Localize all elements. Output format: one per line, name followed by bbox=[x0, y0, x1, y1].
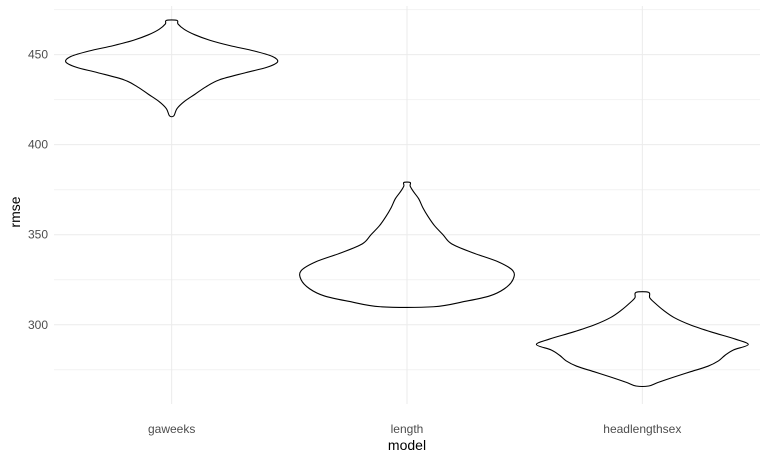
y-axis-title: rmse bbox=[7, 196, 23, 227]
y-tick-label: 300 bbox=[28, 318, 48, 332]
grid-lines bbox=[54, 6, 760, 404]
violin-headlengthsex bbox=[535, 291, 749, 387]
violins-group bbox=[65, 19, 749, 387]
y-tick-label: 350 bbox=[28, 228, 48, 242]
violin-length bbox=[299, 181, 515, 308]
y-tick-label: 450 bbox=[28, 48, 48, 62]
x-axis-title: model bbox=[388, 437, 426, 453]
violin-gaweeks bbox=[65, 19, 279, 118]
x-tick-label: length bbox=[391, 422, 424, 436]
y-tick-label: 400 bbox=[28, 138, 48, 152]
x-tick-label: headlengthsex bbox=[603, 422, 681, 436]
x-axis-tick-labels: gaweeks length headlengthsex bbox=[148, 422, 681, 436]
y-axis-tick-labels: 300 350 400 450 bbox=[28, 48, 48, 332]
x-tick-label: gaweeks bbox=[148, 422, 195, 436]
